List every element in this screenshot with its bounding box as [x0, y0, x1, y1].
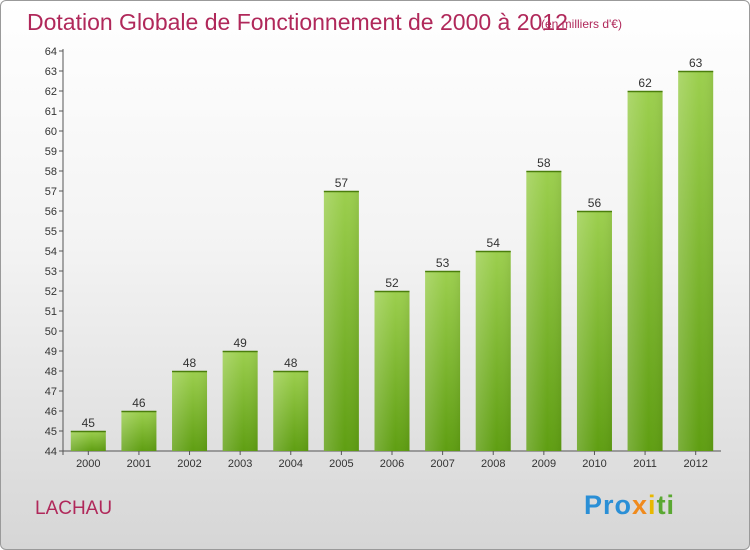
chart-y-ticks: 44 45 46 47 48 49 50 51 52 53 54 55 56 57 58 59 60 61 62 63… — [45, 46, 63, 458]
y-tick-label: 64 — [45, 46, 57, 58]
bar-highlight — [678, 71, 714, 451]
y-tick-label: 58 — [45, 166, 57, 178]
data-label: 58 — [537, 156, 551, 170]
x-tick-label: 2001 — [127, 458, 151, 470]
x-tick-label: 2007 — [430, 458, 454, 470]
bar-highlight — [222, 351, 258, 451]
y-tick-label: 62 — [45, 86, 57, 98]
y-tick-label: 61 — [45, 106, 57, 118]
x-tick-label: 2005 — [329, 458, 353, 470]
x-tick-label: 2012 — [683, 458, 707, 470]
bar-highlight — [374, 291, 410, 451]
y-tick-label: 53 — [45, 266, 57, 278]
y-tick-label: 57 — [45, 186, 57, 198]
data-label: 53 — [436, 256, 450, 270]
chart-unit: (en milliers d'€) — [541, 17, 622, 31]
bar-highlight — [576, 211, 612, 451]
x-tick-label: 2003 — [228, 458, 252, 470]
y-tick-label: 50 — [45, 326, 57, 338]
chart-data-labels: 45 46 48 49 48 57 52 53 54 58 56 62 63 — [82, 56, 703, 430]
x-tick-label: 2006 — [380, 458, 404, 470]
y-tick-label: 63 — [45, 66, 57, 78]
data-label: 57 — [335, 176, 349, 190]
y-tick-label: 60 — [45, 126, 57, 138]
x-tick-label: 2011 — [633, 458, 657, 470]
x-tick-label: 2009 — [532, 458, 556, 470]
y-tick-label: 48 — [45, 366, 57, 378]
y-tick-label: 47 — [45, 386, 57, 398]
bar-highlight — [172, 371, 208, 451]
y-tick-label: 54 — [45, 246, 57, 258]
chart-bars — [70, 70, 714, 451]
logo-part: Pro — [584, 490, 633, 520]
data-label: 56 — [588, 196, 602, 210]
y-tick-label: 49 — [45, 346, 57, 358]
data-label: 48 — [183, 356, 197, 370]
commune-name: LACHAU — [35, 498, 113, 519]
x-tick-label: 2004 — [279, 458, 303, 470]
data-label: 48 — [284, 356, 298, 370]
y-tick-label: 55 — [45, 226, 57, 238]
x-tick-label: 2010 — [582, 458, 606, 470]
y-tick-label: 45 — [45, 426, 57, 438]
logo-part: x — [632, 490, 649, 520]
y-tick-label: 59 — [45, 146, 57, 158]
bar-highlight — [273, 371, 309, 451]
bar-highlight — [121, 411, 157, 451]
x-tick-label: 2002 — [177, 458, 201, 470]
data-label: 54 — [487, 236, 501, 250]
proxiti-logo: Proxiti — [584, 490, 675, 521]
logo-part: i — [648, 490, 657, 520]
logo-part: ti — [656, 490, 676, 520]
data-label: 46 — [132, 396, 146, 410]
y-tick-label: 56 — [45, 206, 57, 218]
data-label: 63 — [689, 56, 703, 70]
x-tick-label: 2000 — [76, 458, 100, 470]
chart-title: Dotation Globale de Fonctionnement de 20… — [27, 9, 568, 35]
x-tick-label: 2008 — [481, 458, 505, 470]
y-tick-label: 46 — [45, 406, 57, 418]
y-tick-label: 52 — [45, 286, 57, 298]
data-label: 62 — [638, 76, 652, 90]
bar-highlight — [627, 91, 663, 451]
data-label: 49 — [233, 336, 247, 350]
bar-highlight — [425, 271, 461, 451]
chart-x-ticks: 2000 2001 2002 2003 2004 2005 2006 2007 2008 2009… — [76, 451, 708, 470]
bar-highlight — [70, 431, 106, 451]
bar-highlight — [475, 251, 511, 451]
y-tick-label: 51 — [45, 306, 57, 318]
bar-highlight — [323, 191, 359, 451]
data-label: 52 — [385, 276, 399, 290]
y-tick-label: 44 — [45, 446, 57, 458]
data-label: 45 — [82, 416, 96, 430]
bar-highlight — [526, 171, 562, 451]
